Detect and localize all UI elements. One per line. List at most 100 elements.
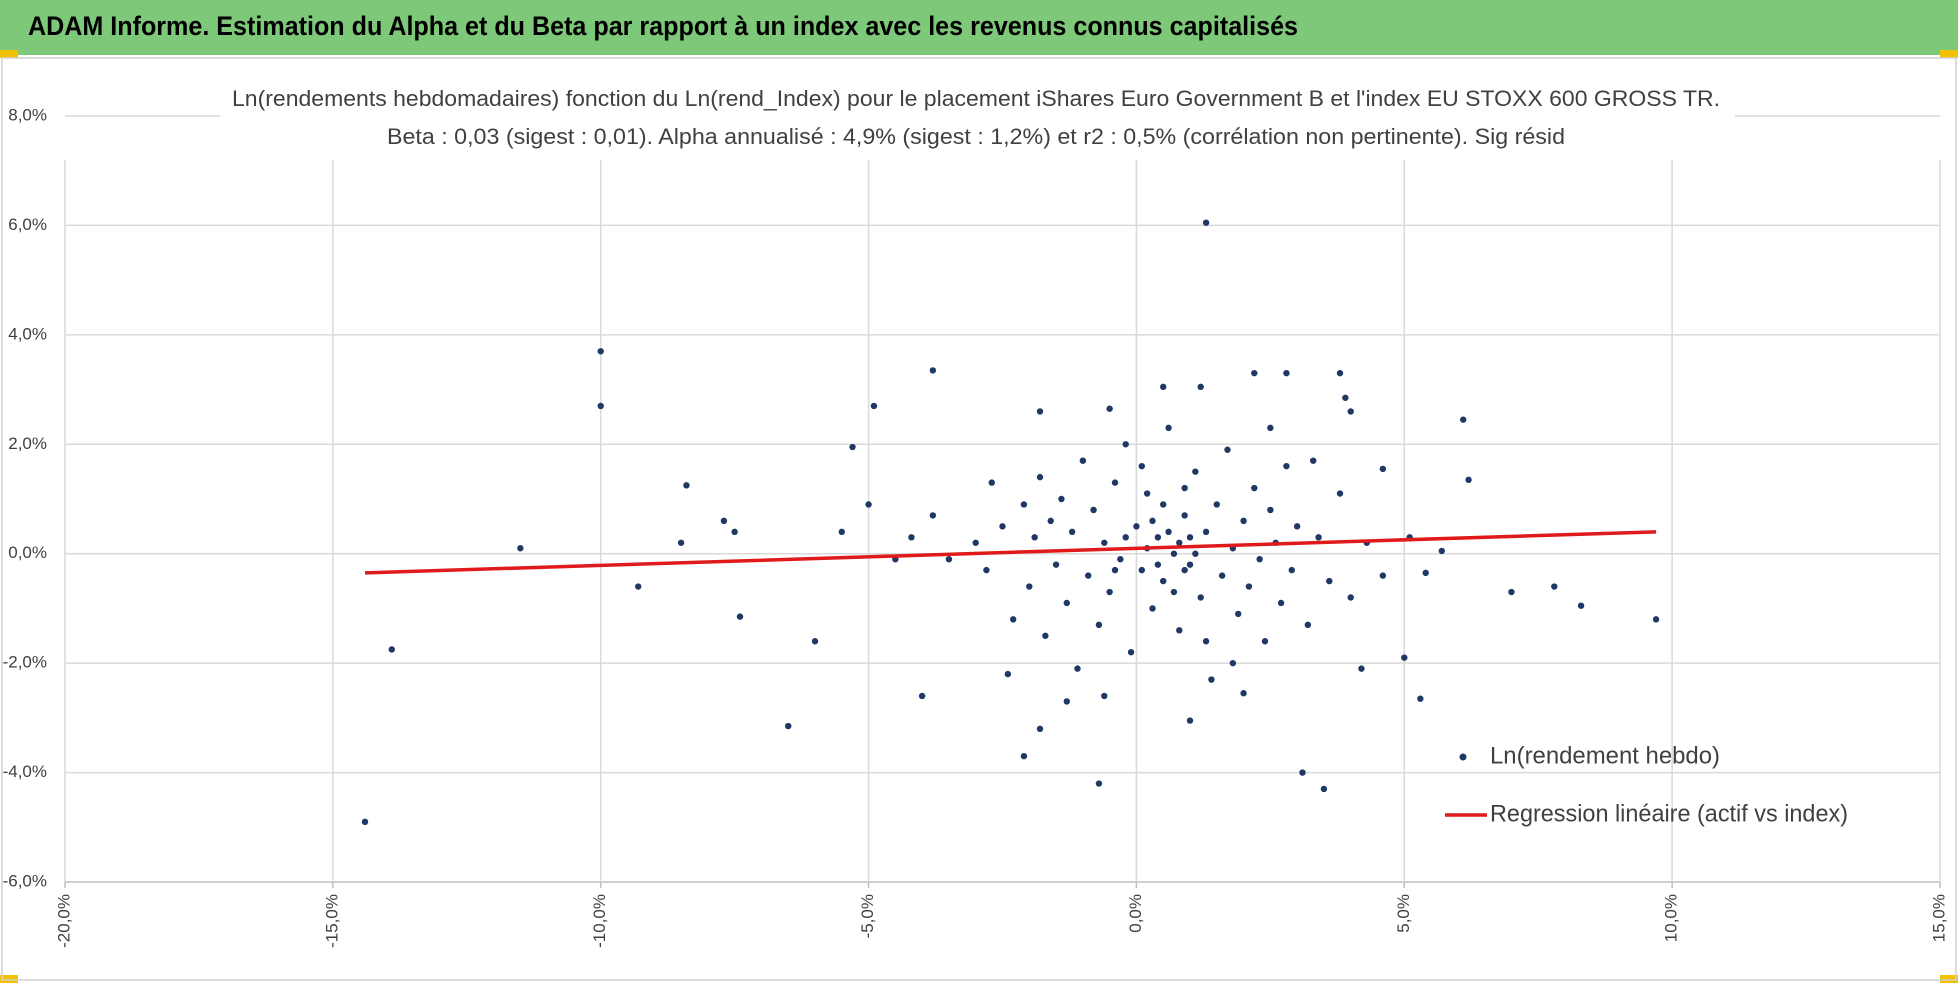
scatter-point <box>1095 621 1103 629</box>
scatter-point <box>1058 495 1065 503</box>
scatter-point <box>1010 616 1017 623</box>
scatter-point <box>1240 517 1247 525</box>
scatter-point <box>1111 479 1119 486</box>
title-background <box>220 80 1735 156</box>
scatter-point <box>683 482 690 489</box>
scatter-point <box>1283 462 1290 470</box>
scatter-point <box>1192 550 1199 557</box>
scatter-point <box>720 517 728 525</box>
scatter-point <box>1068 528 1076 536</box>
scatter-point <box>1417 695 1424 702</box>
scatter-point <box>731 528 738 536</box>
scatter-point <box>1101 539 1108 546</box>
scatter-point <box>1154 561 1162 568</box>
x-tick-label: -20,0% <box>54 894 73 948</box>
corner-mark <box>0 50 18 58</box>
scatter-point <box>1336 490 1344 497</box>
corner-mark <box>1940 50 1958 58</box>
scatter-point <box>1122 441 1129 448</box>
scatter-point <box>1133 523 1140 530</box>
scatter-point <box>1042 632 1049 639</box>
scatter-point <box>785 722 792 730</box>
corner-mark <box>0 975 18 983</box>
chart-border <box>1 57 1957 981</box>
scatter-point <box>1181 566 1188 574</box>
scatter-point <box>1235 610 1242 618</box>
scatter-point <box>838 528 845 536</box>
scatter-point <box>945 555 953 563</box>
legend-swatch <box>1459 753 1467 761</box>
scatter-point <box>1138 566 1145 574</box>
scatter-point <box>1315 534 1322 541</box>
scatter-point <box>1229 659 1237 667</box>
x-tick-label: 15,0% <box>1929 894 1948 942</box>
x-tick-label: 10,0% <box>1662 894 1681 942</box>
scatter-point <box>1208 676 1215 683</box>
scatter-point <box>1197 383 1204 391</box>
scatter-point <box>1310 457 1317 464</box>
scatter-point <box>1186 717 1194 724</box>
scatter-point <box>908 534 915 541</box>
scatter-point <box>1245 583 1253 590</box>
scatter-point <box>1026 583 1033 590</box>
scatter-point <box>1122 534 1129 541</box>
scatter-point <box>1224 446 1231 453</box>
scatter-point <box>1551 583 1558 590</box>
scatter-point <box>1165 528 1172 536</box>
scatter-point <box>865 501 872 508</box>
scatter-point <box>1192 468 1199 475</box>
scatter-point <box>983 566 990 574</box>
scatter-point <box>1004 670 1012 678</box>
regression-line <box>364 530 1657 575</box>
scatter-point <box>1508 588 1515 596</box>
scatter-point <box>1047 517 1054 525</box>
corner-mark <box>1940 975 1958 983</box>
scatter-point <box>918 692 926 700</box>
scatter-point <box>1240 690 1247 697</box>
scatter-point <box>929 512 937 519</box>
scatter-point <box>1101 692 1108 700</box>
scatter-point <box>1379 465 1387 473</box>
y-tick-label: 4,0% <box>8 324 47 343</box>
scatter-point <box>1218 572 1226 579</box>
scatter-point <box>1293 523 1301 530</box>
scatter-point <box>1165 424 1172 432</box>
scatter-point <box>1106 588 1113 596</box>
scatter-point <box>1299 769 1306 776</box>
chart-title: Ln(rendements hebdomadaires) fonction du… <box>232 86 1720 111</box>
scatter-point <box>1031 534 1038 541</box>
scatter-point <box>1460 416 1467 423</box>
scatter-point <box>1181 484 1188 492</box>
y-tick-label: 8,0% <box>8 105 47 124</box>
scatter-point <box>988 479 995 486</box>
scatter-point <box>1347 408 1354 415</box>
scatter-point <box>1063 698 1070 705</box>
scatter-point <box>1358 665 1365 672</box>
legend-label: Ln(rendement hebdo) <box>1490 742 1720 769</box>
scatter-point <box>1288 566 1295 574</box>
scatter-point <box>972 539 979 546</box>
scatter-point <box>1652 616 1660 623</box>
scatter-point <box>1063 599 1070 607</box>
scatter-point <box>1052 561 1060 568</box>
scatter-point <box>1111 566 1119 574</box>
scatter-point <box>1181 512 1188 519</box>
scatter-point <box>811 638 819 645</box>
scatter-point <box>597 348 604 355</box>
scatter-point <box>1176 539 1183 546</box>
scatter-point <box>1438 547 1445 555</box>
scatter-point <box>1379 572 1387 579</box>
scatter-point <box>1186 561 1194 568</box>
scatter-point <box>929 367 937 374</box>
x-tick-label: -10,0% <box>590 894 609 948</box>
scatter-point <box>1283 369 1290 377</box>
scatter-point <box>677 539 685 546</box>
scatter-point <box>1267 506 1274 514</box>
x-tick-label: 5,0% <box>1394 894 1413 933</box>
x-tick-label: -5,0% <box>858 894 877 938</box>
scatter-point <box>1277 599 1285 607</box>
chart-subtitle: Beta : 0,03 (sigest : 0,01). Alpha annua… <box>387 124 1565 149</box>
scatter-point <box>999 523 1006 530</box>
y-tick-label: 0,0% <box>8 543 47 562</box>
